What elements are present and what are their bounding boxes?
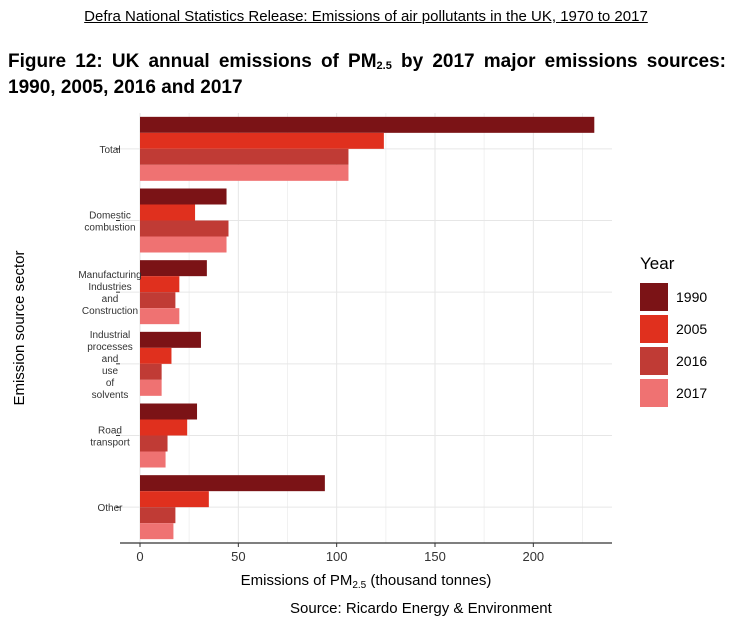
x-tick-label: 150 <box>424 549 446 564</box>
y-tick-label: Industrial processes and use of solvents <box>87 330 133 401</box>
bar-2005 <box>140 204 196 221</box>
y-tick-label-line: Domestic <box>89 211 131 222</box>
x-axis-title: Emissions of PM2.5 (thousand tonnes) <box>241 572 492 591</box>
y-tick-label-line: Manufacturing <box>78 270 141 281</box>
x-tick-label: 100 <box>326 549 348 564</box>
y-tick-label-line: solvents <box>92 390 129 401</box>
y-tick-label-line: Other <box>97 503 123 514</box>
bar-2005 <box>140 132 384 149</box>
figure-title-post: by 2017 major emissions sources: 1990, 2… <box>8 51 726 98</box>
bar-2017 <box>140 379 162 396</box>
bar-2016 <box>140 220 229 237</box>
plot-panel <box>120 113 612 543</box>
legend-title: Year <box>640 254 675 273</box>
figure-title: Figure 12: UK annual emissions of PM2.5 … <box>8 50 726 100</box>
bar-2016 <box>140 363 162 380</box>
figure-title-sub: 2.5 <box>376 60 392 72</box>
bar-2005 <box>140 276 180 293</box>
figure-title-pre: Figure 12: UK annual emissions of PM <box>8 51 377 72</box>
y-tick-label: Total <box>99 145 120 156</box>
y-tick-label-line: processes <box>87 342 133 353</box>
legend-label: 1990 <box>676 289 708 305</box>
bar-2005 <box>140 419 188 436</box>
y-tick-label-line: Industries <box>88 282 131 293</box>
x-axis-title-pre: Emissions of PM <box>241 572 353 589</box>
y-tick-label: Other <box>97 503 123 514</box>
bar-1990 <box>140 188 227 205</box>
bar-2017 <box>140 451 166 468</box>
bar-2005 <box>140 347 172 364</box>
release-header: Defra National Statistics Release: Emiss… <box>84 8 648 25</box>
legend-item-2017: 2017 <box>640 378 707 408</box>
x-tick-label: 200 <box>522 549 544 564</box>
bar-2017 <box>140 164 349 181</box>
source-note: Source: Ricardo Energy & Environment <box>290 600 552 617</box>
bar-1990 <box>140 116 595 133</box>
y-tick-label-line: use <box>102 366 119 377</box>
legend-label: 2005 <box>676 321 708 337</box>
legend-swatch <box>640 283 668 311</box>
legend-item-1990: 1990 <box>640 282 707 312</box>
legend-swatch <box>640 379 668 407</box>
bar-2016 <box>140 507 176 524</box>
legend-item-2016: 2016 <box>640 346 707 376</box>
y-axis-title: Emission source sector <box>11 250 28 405</box>
legend-swatch <box>640 347 668 375</box>
y-tick-label-line: Industrial <box>90 330 131 341</box>
y-tick-label-line: combustion <box>84 223 135 234</box>
y-tick-label-line: Road <box>98 426 122 437</box>
bar-2005 <box>140 491 209 508</box>
bar-2017 <box>140 236 227 253</box>
y-tick-label: Road transport <box>90 426 130 449</box>
bar-2016 <box>140 435 168 452</box>
y-tick-label-line: transport <box>90 438 130 449</box>
bar-2017 <box>140 308 180 325</box>
bar-1990 <box>140 475 325 492</box>
y-tick-label: Domestic combustion <box>84 211 135 234</box>
bar-1990 <box>140 260 207 277</box>
bar-2017 <box>140 523 174 540</box>
x-tick-label: 0 <box>136 549 143 564</box>
x-tick-label: 50 <box>231 549 245 564</box>
bar-1990 <box>140 403 198 420</box>
bar-2016 <box>140 292 176 309</box>
legend-item-2005: 2005 <box>640 314 707 344</box>
legend-label: 2016 <box>676 353 708 369</box>
y-tick-label-line: of <box>106 378 115 389</box>
y-tick-label-line: and <box>102 294 119 305</box>
legend-label: 2017 <box>676 385 708 401</box>
x-axis-title-post: (thousand tonnes) <box>366 572 491 589</box>
y-tick-label-line: and <box>102 354 119 365</box>
y-tick-label: Manufacturing Industries and Construction <box>78 270 141 317</box>
y-tick-label-line: Construction <box>82 306 138 317</box>
legend-swatch <box>640 315 668 343</box>
bar-2016 <box>140 148 349 165</box>
bar-1990 <box>140 331 201 348</box>
y-tick-label-line: Total <box>99 145 120 156</box>
x-axis-title-sub: 2.5 <box>352 580 366 591</box>
